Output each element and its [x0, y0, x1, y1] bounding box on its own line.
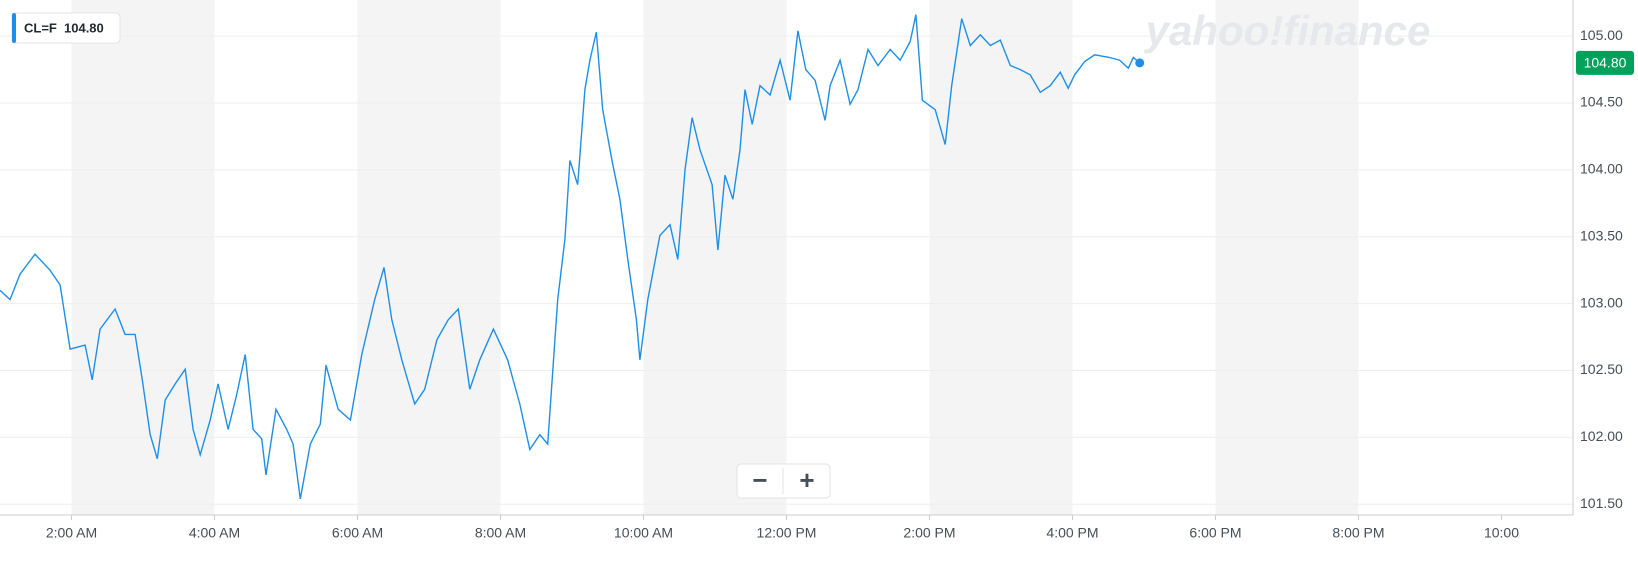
y-tick-label: 103.50 — [1580, 227, 1623, 243]
x-tick-label: 10:00 — [1484, 525, 1519, 541]
watermark: yahoo!finance — [1144, 7, 1431, 54]
badge-symbol: CL=F — [24, 20, 57, 35]
last-point — [1135, 58, 1145, 68]
x-tick-label: 2:00 PM — [903, 525, 955, 541]
y-tick-label: 102.00 — [1580, 428, 1623, 444]
badge-accent — [12, 13, 16, 43]
bands — [71, 0, 1359, 515]
badge-price: 104.80 — [64, 20, 104, 35]
x-tick-label: 8:00 AM — [475, 525, 526, 541]
y-tick-label: 104.00 — [1580, 161, 1623, 177]
y-tick-label: 102.50 — [1580, 361, 1623, 377]
session-band — [929, 0, 1073, 515]
x-tick-label: 4:00 PM — [1046, 525, 1098, 541]
price-tag-label: 104.80 — [1584, 55, 1627, 71]
x-tick-label: 10:00 AM — [614, 525, 673, 541]
y-tick-label: 101.50 — [1580, 495, 1623, 511]
symbol-badge: CL=F 104.80 — [11, 12, 121, 44]
y-tick-label: 104.50 — [1580, 94, 1623, 110]
zoom-out[interactable]: − — [752, 465, 767, 495]
price-line — [0, 14, 1141, 500]
x-tick-label: 12:00 PM — [757, 525, 817, 541]
x-tick-label: 6:00 PM — [1189, 525, 1241, 541]
grid — [0, 35, 1573, 520]
x-tick-label: 8:00 PM — [1332, 525, 1384, 541]
session-band — [357, 0, 501, 515]
zoom-controls: − + — [736, 463, 831, 499]
plot — [0, 14, 1145, 500]
session-band — [1215, 0, 1359, 515]
y-tick-label: 103.00 — [1580, 294, 1623, 310]
session-band — [71, 0, 215, 515]
x-tick-label: 6:00 AM — [332, 525, 383, 541]
zoom-in[interactable]: + — [799, 465, 814, 495]
x-tick-label: 4:00 AM — [189, 525, 240, 541]
x-tick-label: 2:00 AM — [46, 525, 97, 541]
price-tag — [1576, 50, 1634, 75]
session-band — [643, 0, 787, 515]
y-tick-label: 105.00 — [1580, 27, 1623, 43]
